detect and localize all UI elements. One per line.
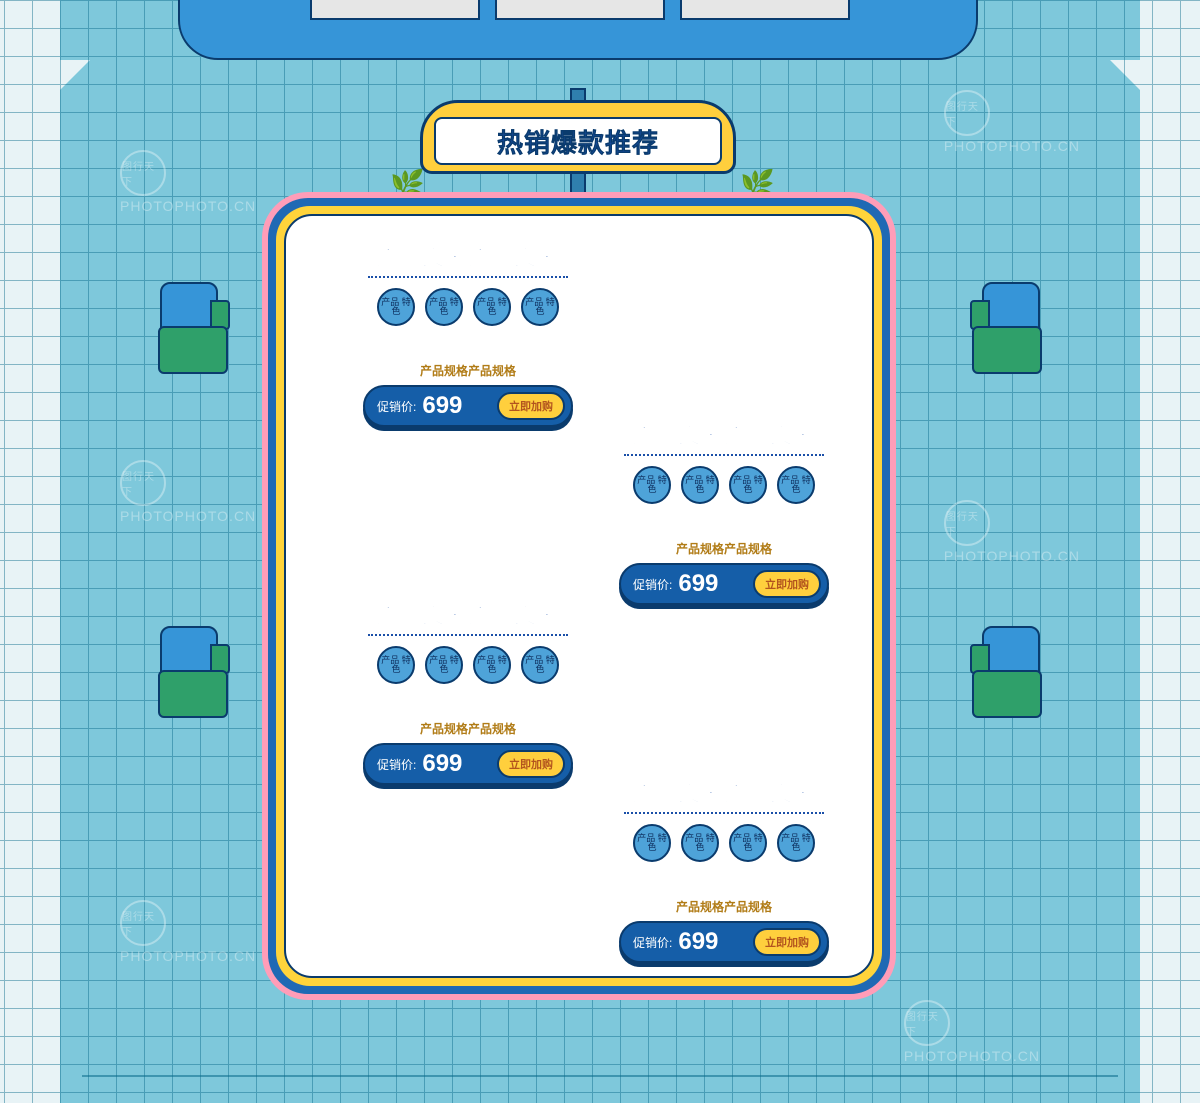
product-title: 产品文案产品文案 <box>338 598 598 630</box>
price-pill: 促销价: 699 立即加购 <box>363 385 573 427</box>
product-title: 产品文案产品文案 <box>338 240 598 272</box>
mailbox-icon <box>972 326 1042 374</box>
slab-notch <box>495 0 665 20</box>
title-underline <box>368 276 568 278</box>
product-card: 产品文案产品文案 产品 特色 产品 特色 产品 特色 产品 特色 产品规格产品规… <box>594 418 854 605</box>
title-underline <box>624 454 824 456</box>
product-spec: 产品规格产品规格 <box>338 362 598 379</box>
feature-pill: 产品 特色 <box>473 288 511 326</box>
product-spec: 产品规格产品规格 <box>594 540 854 557</box>
price-value: 699 <box>678 570 718 598</box>
product-spec: 产品规格产品规格 <box>338 720 598 737</box>
feature-row: 产品 特色 产品 特色 产品 特色 产品 特色 <box>594 466 854 504</box>
product-card: 产品文案产品文案 产品 特色 产品 特色 产品 特色 产品 特色 产品规格产品规… <box>594 776 854 963</box>
price-pill: 促销价: 699 立即加购 <box>619 921 829 963</box>
feature-pill: 产品 特色 <box>681 466 719 504</box>
title-underline <box>368 634 568 636</box>
product-frame: 产品文案产品文案 产品 特色 产品 特色 产品 特色 产品 特色 产品规格产品规… <box>262 192 896 1000</box>
feature-pill: 产品 特色 <box>633 466 671 504</box>
baseline-rule <box>82 1075 1118 1077</box>
feature-pill: 产品 特色 <box>777 466 815 504</box>
price-value: 699 <box>422 750 462 778</box>
product-card: 产品文案产品文案 产品 特色 产品 特色 产品 特色 产品 特色 产品规格产品规… <box>338 598 598 785</box>
feature-row: 产品 特色 产品 特色 产品 特色 产品 特色 <box>338 646 598 684</box>
price-pill: 促销价: 699 立即加购 <box>363 743 573 785</box>
product-title: 产品文案产品文案 <box>594 776 854 808</box>
mailbox-icon <box>972 670 1042 718</box>
price-label: 促销价: <box>633 576 672 593</box>
section-title: 热销爆款推荐 <box>497 123 659 160</box>
product-spec: 产品规格产品规格 <box>594 898 854 915</box>
price-label: 促销价: <box>377 756 416 773</box>
buy-button[interactable]: 立即加购 <box>497 750 565 778</box>
buy-button[interactable]: 立即加购 <box>497 392 565 420</box>
feature-pill: 产品 特色 <box>633 824 671 862</box>
price-pill: 促销价: 699 立即加购 <box>619 563 829 605</box>
price-label: 促销价: <box>633 934 672 951</box>
price-label: 促销价: <box>377 398 416 415</box>
section-sign: 热销爆款推荐 <box>420 100 736 174</box>
mailbox-icon <box>158 670 228 718</box>
product-area: 产品文案产品文案 产品 特色 产品 特色 产品 特色 产品 特色 产品规格产品规… <box>284 214 874 978</box>
top-slab <box>178 0 978 60</box>
buy-button[interactable]: 立即加购 <box>753 928 821 956</box>
feature-pill: 产品 特色 <box>729 466 767 504</box>
feature-pill: 产品 特色 <box>521 646 559 684</box>
feature-pill: 产品 特色 <box>425 646 463 684</box>
section-sign-inner: 热销爆款推荐 <box>434 117 722 165</box>
mailbox-icon <box>158 326 228 374</box>
feature-pill: 产品 特色 <box>377 646 415 684</box>
feature-pill: 产品 特色 <box>425 288 463 326</box>
slab-notch <box>680 0 850 20</box>
feature-pill: 产品 特色 <box>777 824 815 862</box>
feature-row: 产品 特色 产品 特色 产品 特色 产品 特色 <box>338 288 598 326</box>
slab-notch <box>310 0 480 20</box>
product-title: 产品文案产品文案 <box>594 418 854 450</box>
feature-pill: 产品 特色 <box>681 824 719 862</box>
feature-row: 产品 特色 产品 特色 产品 特色 产品 特色 <box>594 824 854 862</box>
product-card: 产品文案产品文案 产品 特色 产品 特色 产品 特色 产品 特色 产品规格产品规… <box>338 240 598 427</box>
feature-pill: 产品 特色 <box>473 646 511 684</box>
buy-button[interactable]: 立即加购 <box>753 570 821 598</box>
feature-pill: 产品 特色 <box>729 824 767 862</box>
title-underline <box>624 812 824 814</box>
feature-pill: 产品 特色 <box>521 288 559 326</box>
price-value: 699 <box>678 928 718 956</box>
feature-pill: 产品 特色 <box>377 288 415 326</box>
price-value: 699 <box>422 392 462 420</box>
